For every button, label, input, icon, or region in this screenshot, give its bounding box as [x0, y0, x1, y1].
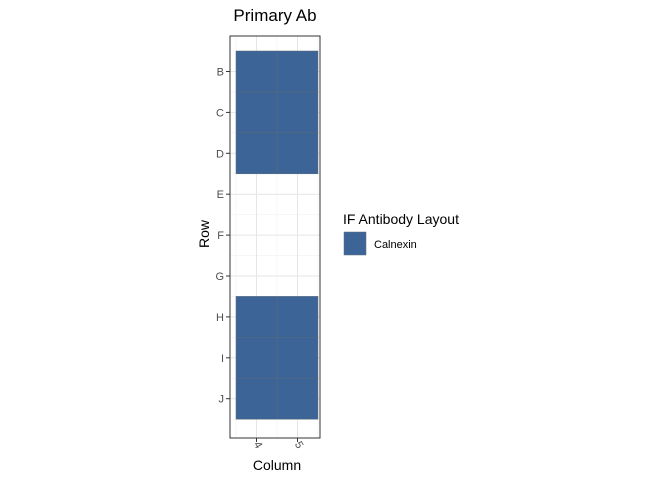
y-tick-label: I — [221, 353, 224, 365]
x-tick-label: 5 — [292, 440, 305, 451]
y-tick-label: B — [217, 67, 224, 79]
x-tick-label: 4 — [251, 440, 264, 451]
heatmap-cell-I4 — [235, 337, 278, 379]
heatmap-cell-B5 — [276, 50, 319, 93]
y-tick-label: D — [216, 148, 224, 160]
heatmap-cell-I5 — [276, 337, 319, 379]
panel-border — [229, 35, 321, 439]
chart-title: Primary Ab — [233, 6, 316, 25]
heatmap-cell-C4 — [235, 91, 278, 134]
y-tick-label: G — [215, 271, 224, 283]
heatmap-cell-H4 — [235, 296, 278, 338]
y-axis-title: Row — [196, 219, 212, 248]
heatmap-cells — [235, 50, 319, 420]
heatmap-cell-C5 — [276, 91, 319, 134]
heatmap-cell-D5 — [276, 132, 319, 175]
y-axis: B C D E F G H I J — [215, 67, 230, 406]
y-tick-label: E — [217, 189, 224, 201]
legend-title: IF Antibody Layout — [343, 211, 459, 227]
x-axis-title: Column — [253, 457, 301, 473]
legend-label: Calnexin — [374, 239, 417, 251]
y-tick-label: C — [216, 107, 224, 119]
y-tick-label: F — [217, 230, 224, 242]
legend-key — [343, 231, 367, 256]
heatmap-cell-B4 — [235, 50, 278, 93]
heatmap-cell-D4 — [235, 132, 278, 175]
y-tick-label: J — [219, 394, 225, 406]
legend: IF Antibody Layout Calnexin — [343, 211, 459, 256]
legend-entries: Calnexin — [343, 231, 417, 256]
heatmap-cell-J4 — [235, 377, 278, 420]
y-tick-label: H — [216, 312, 224, 324]
heatmap-cell-J5 — [276, 377, 319, 420]
heatmap-cell-H5 — [276, 296, 319, 338]
